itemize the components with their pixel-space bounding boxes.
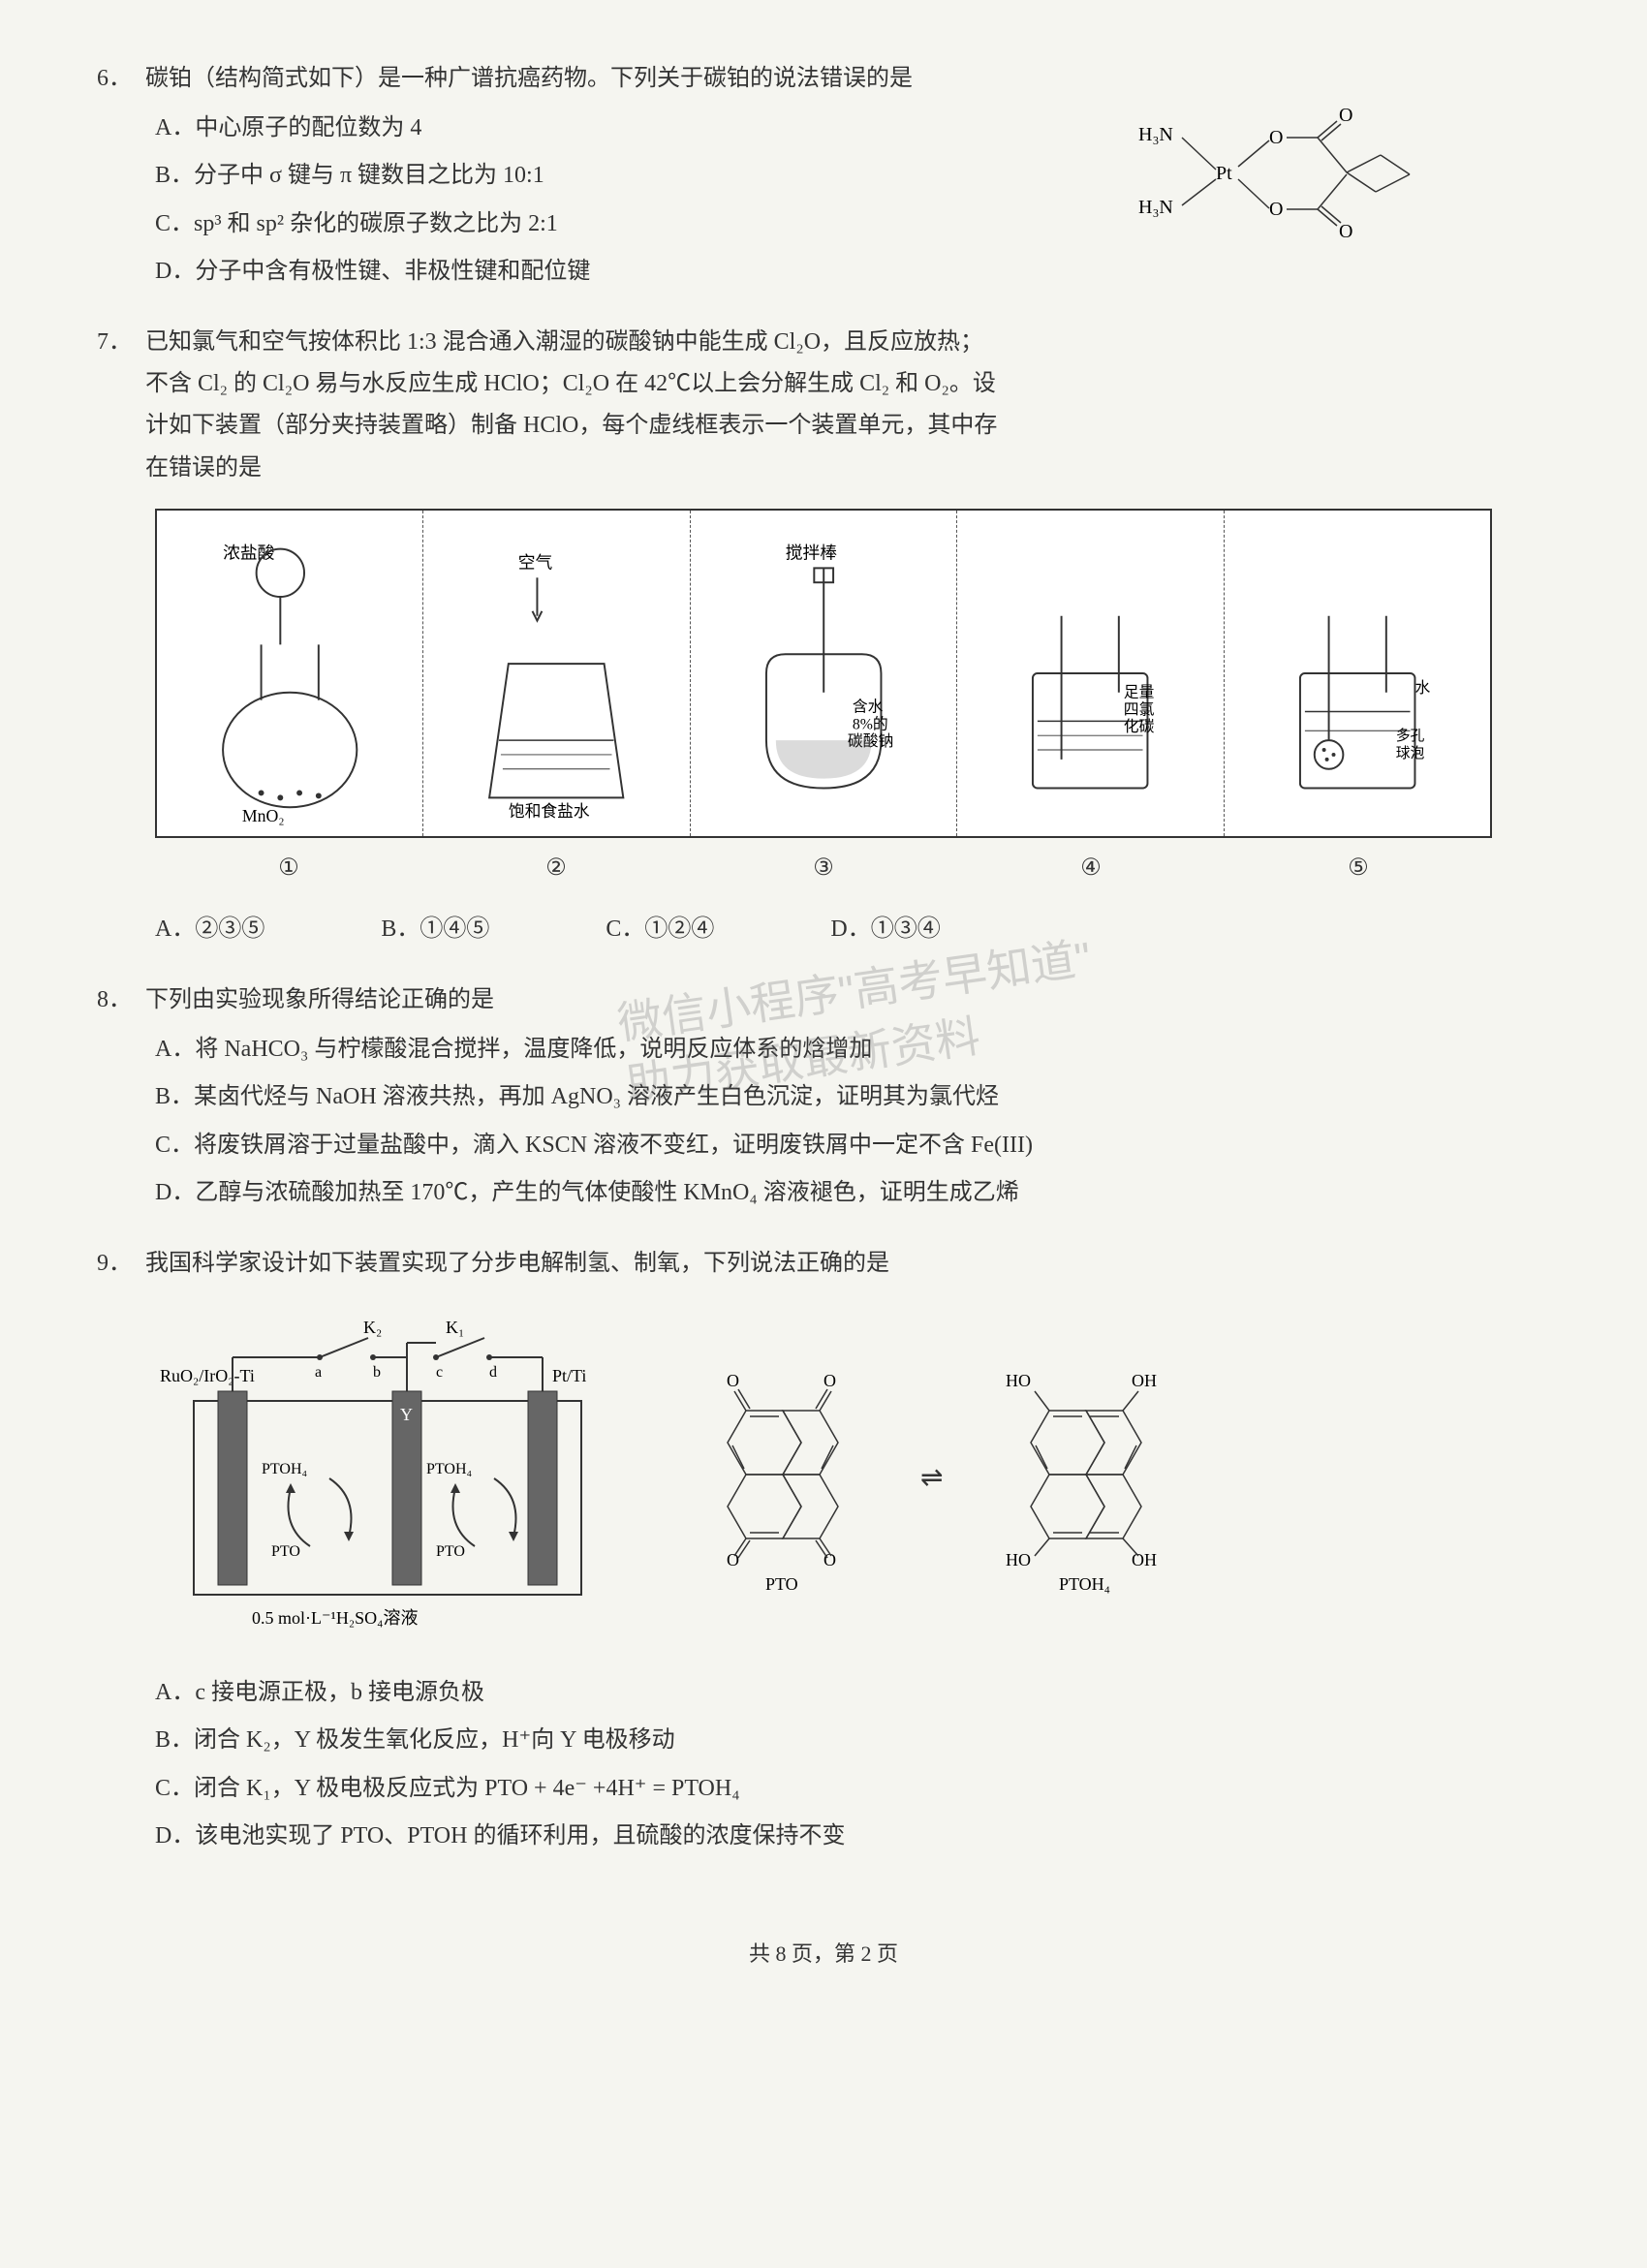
oh-top-right: OH <box>1132 1371 1157 1390</box>
question-8-header: 8． 下列由实验现象所得结论正确的是 <box>97 979 1550 1021</box>
question-8: 8． 下列由实验现象所得结论正确的是 A．将 NaHCO₃ 与柠檬酸混合搅拌，温… <box>97 979 1550 1214</box>
unit-num-5: ⑤ <box>1348 848 1369 889</box>
ptoh4-left: PTOH₄ <box>262 1461 307 1477</box>
o-bot-left: O <box>727 1550 739 1569</box>
q7-options: A．②③⑤ B．①④⑤ C．①②④ D．①③④ <box>155 909 1550 950</box>
o3-label: O <box>1339 105 1352 126</box>
unit-num-2: ② <box>545 848 567 889</box>
q7-line1: 已知氯气和空气按体积比 1:3 混合通入潮湿的碳酸钠中能生成 Cl₂O，且反应放… <box>145 322 1550 363</box>
question-6: 6． 碳铂（结构简式如下）是一种广谱抗癌药物。下列关于碳铂的说法错误的是 A．中… <box>97 58 1550 293</box>
oh-top-left: HO <box>1006 1371 1031 1390</box>
k2-label: K₂ <box>363 1318 382 1337</box>
q7-option-d: D．①③④ <box>830 909 940 950</box>
q9-number: 9． <box>97 1243 136 1285</box>
q7-option-c: C．①②④ <box>606 909 714 950</box>
ccl4-label1: 足量 <box>1124 684 1155 700</box>
electrolytic-cell: RuO₂/IrO₂-Ti Pt/Ti K₂ K₁ a b c d <box>155 1304 620 1653</box>
na2co3-label1: 含水 <box>853 698 884 715</box>
nacl-label: 饱和食盐水 <box>509 802 590 821</box>
q7-line4: 在错误的是 <box>145 448 1550 489</box>
electrolyte-label: 0.5 mol·L⁻¹H₂SO₄溶液 <box>252 1608 418 1628</box>
unit-num-4: ④ <box>1080 848 1102 889</box>
o4-label: O <box>1339 221 1352 242</box>
apparatus-diagram-container: 浓盐酸 MnO₂ 空气 <box>155 509 1492 889</box>
na2co3-label3: 碳酸钠 <box>848 732 893 750</box>
o2-label: O <box>1269 199 1283 220</box>
air-label: 空气 <box>518 552 553 572</box>
water-label: 水 <box>1414 678 1430 696</box>
q8-number: 8． <box>97 979 136 1021</box>
nh3-label-bot: H₃N <box>1138 197 1173 218</box>
ball-label1: 多孔 <box>1395 728 1424 744</box>
na2co3-label2: 8%的 <box>853 715 888 732</box>
q9-options: A．c 接电源正极，b 接电源负极 B．闭合 K₂，Y 极发生氧化反应，H⁺向 … <box>155 1672 1550 1857</box>
pto-left: PTO <box>271 1543 300 1560</box>
a-label: a <box>315 1364 322 1381</box>
page-footer: 共 8 页，第 2 页 <box>97 1935 1550 1973</box>
unit-num-3: ③ <box>813 848 834 889</box>
pto-right: PTO <box>436 1543 465 1560</box>
equilibrium-arrow: ⇌ <box>920 1454 943 1503</box>
question-7-header: 7． 已知氯气和空气按体积比 1:3 混合通入潮湿的碳酸钠中能生成 Cl₂O，且… <box>97 322 1550 489</box>
q9-text: 我国科学家设计如下装置实现了分步电解制氢、制氧，下列说法正确的是 <box>145 1243 1550 1285</box>
q9-option-c: C．闭合 K₁，Y 极电极反应式为 PTO + 4e⁻ +4H⁺ = PTOH₄ <box>155 1768 1550 1810</box>
apparatus-unit-4: 足量 四氯 化碳 <box>957 511 1224 836</box>
stir-label: 搅拌棒 <box>786 543 838 562</box>
pto-label: PTO <box>765 1574 798 1594</box>
apparatus-unit-5: 水 多孔 球泡 <box>1225 511 1490 836</box>
apparatus-diagram: 浓盐酸 MnO₂ 空气 <box>155 509 1492 838</box>
apparatus-unit-2: 空气 饱和食盐水 <box>423 511 690 836</box>
y-label: Y <box>400 1405 413 1424</box>
apparatus-unit-3: 搅拌棒 含水 8%的 碳酸钠 <box>691 511 957 836</box>
q9-option-b: B．闭合 K₂，Y 极发生氧化反应，H⁺向 Y 电极移动 <box>155 1720 1550 1761</box>
q6-number: 6． <box>97 58 136 100</box>
q9-option-a: A．c 接电源正极，b 接电源负极 <box>155 1672 1550 1714</box>
q8-option-b: B．某卤代烃与 NaOH 溶液共热，再加 AgNO₃ 溶液产生白色沉淀，证明其为… <box>155 1076 1550 1118</box>
q7-option-a: A．②③⑤ <box>155 909 264 950</box>
q8-options: A．将 NaHCO₃ 与柠檬酸混合搅拌，温度降低，说明反应体系的焓增加 B．某卤… <box>155 1029 1550 1214</box>
left-electrode-label: RuO₂/IrO₂-Ti <box>160 1366 255 1385</box>
unit-num-1: ① <box>278 848 299 889</box>
b-label: b <box>373 1364 381 1381</box>
q7-text: 已知氯气和空气按体积比 1:3 混合通入潮湿的碳酸钠中能生成 Cl₂O，且反应放… <box>145 322 1550 489</box>
ball-label2: 球泡 <box>1395 745 1424 761</box>
q8-option-a: A．将 NaHCO₃ 与柠檬酸混合搅拌，温度降低，说明反应体系的焓增加 <box>155 1029 1550 1071</box>
ccl4-label3: 化碳 <box>1124 718 1155 735</box>
o1-label: O <box>1269 127 1283 148</box>
ccl4-label2: 四氯 <box>1124 700 1155 718</box>
right-electrode-label: Pt/Ti <box>552 1366 586 1385</box>
q8-option-c: C．将废铁屑溶于过量盐酸中，滴入 KSCN 溶液不变红，证明废铁屑中一定不含 F… <box>155 1125 1550 1166</box>
pto-molecule: O O O O <box>678 1362 891 1595</box>
apparatus-unit-1: 浓盐酸 MnO₂ <box>157 511 423 836</box>
question-7: 7． 已知氯气和空气按体积比 1:3 混合通入潮湿的碳酸钠中能生成 Cl₂O，且… <box>97 322 1550 950</box>
q7-option-b: B．①④⑤ <box>381 909 489 950</box>
nh3-label-top: H₃N <box>1138 124 1173 145</box>
question-9: 9． 我国科学家设计如下装置实现了分步电解制氢、制氧，下列说法正确的是 RuO₂… <box>97 1243 1550 1857</box>
ptoh4-label: PTOH₄ <box>1059 1574 1110 1594</box>
ptoh4-right: PTOH₄ <box>426 1461 472 1477</box>
k1-label: K₁ <box>446 1318 464 1337</box>
o-top-left: O <box>727 1371 739 1390</box>
c-label: c <box>436 1364 443 1381</box>
pt-label: Pt <box>1216 163 1232 184</box>
o-top-right: O <box>824 1371 836 1390</box>
q8-option-d: D．乙醇与浓硫酸加热至 170℃，产生的气体使酸性 KMnO₄ 溶液褪色，证明生… <box>155 1172 1550 1214</box>
electrolysis-diagram: RuO₂/IrO₂-Ti Pt/Ti K₂ K₁ a b c d <box>155 1304 1492 1653</box>
unit-numbers: ① ② ③ ④ ⑤ <box>155 848 1492 889</box>
d-label: d <box>489 1364 497 1381</box>
carboplatin-structure: H₃N H₃N Pt O O O O <box>1124 87 1434 262</box>
q9-option-d: D．该电池实现了 PTO、PTOH 的循环利用，且硫酸的浓度保持不变 <box>155 1816 1550 1857</box>
oh-bot-left: HO <box>1006 1550 1031 1569</box>
question-9-header: 9． 我国科学家设计如下装置实现了分步电解制氢、制氧，下列说法正确的是 <box>97 1243 1550 1285</box>
ptoh4-molecule: HO OH HO OH PTOH₄ <box>972 1362 1204 1595</box>
q7-line2: 不含 Cl₂ 的 Cl₂O 易与水反应生成 HClO；Cl₂O 在 42℃以上会… <box>145 363 1550 405</box>
q7-line3: 计如下装置（部分夹持装置略）制备 HClO，每个虚线框表示一个装置单元，其中存 <box>145 405 1550 447</box>
molecule-equilibrium: O O O O <box>678 1362 1204 1595</box>
q8-text: 下列由实验现象所得结论正确的是 <box>145 979 1550 1021</box>
mno2-label: MnO₂ <box>242 806 285 825</box>
q7-number: 7． <box>97 322 136 489</box>
